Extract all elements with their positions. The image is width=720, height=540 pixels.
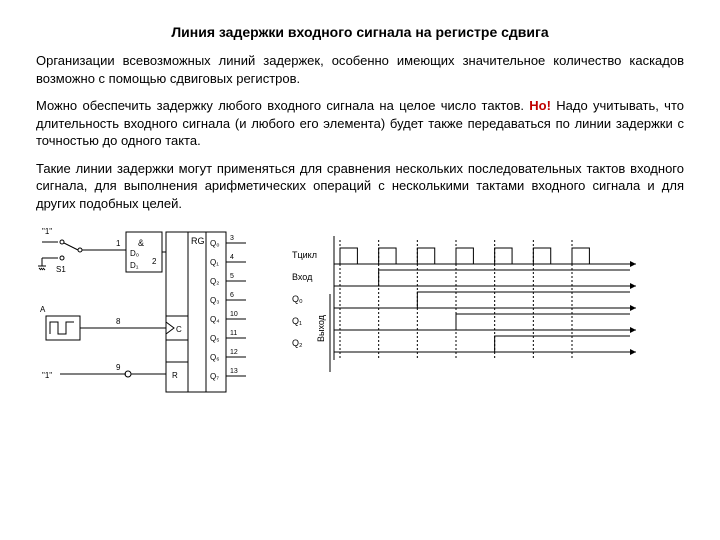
- svg-text:Выход: Выход: [316, 315, 326, 343]
- svg-text:"1": "1": [42, 227, 52, 236]
- svg-text:Q₁: Q₁: [210, 258, 219, 267]
- svg-text:Q₁: Q₁: [292, 316, 302, 326]
- svg-text:1: 1: [116, 239, 121, 248]
- diagram-area: "1" S1 1 A 8 "1" 9 &D₀ D₁ 2 RG C R Q₀ 3 Q₁ 4 Q₂ 5 Q₃ 6 Q₄ 10 Q₅…: [36, 222, 684, 415]
- schematic-diagram: "1" S1 1 A 8 "1" 9 &D₀ D₁ 2 RG C R Q₀ 3 Q₁ 4 Q₂ 5 Q₃ 6 Q₄ 10 Q₅…: [36, 222, 266, 415]
- svg-text:Q₂: Q₂: [292, 338, 303, 348]
- svg-text:Вход: Вход: [292, 272, 313, 282]
- svg-text:D₀: D₀: [130, 249, 139, 258]
- svg-text:Tцикл: Tцикл: [292, 250, 317, 260]
- paragraph-2: Можно обеспечить задержку любого входног…: [36, 97, 684, 150]
- svg-text:C: C: [176, 325, 182, 334]
- paragraph-1: Организации всевозможных линий задержек,…: [36, 52, 684, 87]
- page-title: Линия задержки входного сигнала на регис…: [36, 24, 684, 40]
- svg-text:11: 11: [230, 330, 237, 337]
- svg-text:Q₄: Q₄: [210, 315, 220, 324]
- svg-text:Q₆: Q₆: [210, 353, 219, 362]
- svg-text:&: &: [138, 238, 144, 248]
- svg-text:"1": "1": [42, 371, 52, 380]
- timing-diagram: Tцикл Вход Q₀ Q₁ Q₂ Выход: [290, 222, 684, 415]
- svg-text:3: 3: [230, 235, 234, 242]
- svg-text:RG: RG: [191, 236, 205, 246]
- svg-text:6: 6: [230, 292, 234, 299]
- svg-text:R: R: [172, 371, 178, 380]
- svg-text:Q₅: Q₅: [210, 334, 219, 343]
- paragraph-3: Такие линии задержки могут применяться д…: [36, 160, 684, 213]
- svg-text:9: 9: [116, 363, 121, 372]
- svg-text:13: 13: [230, 368, 238, 375]
- svg-text:Q₀: Q₀: [292, 294, 303, 304]
- svg-text:12: 12: [230, 349, 238, 356]
- svg-text:D₁: D₁: [130, 261, 139, 270]
- svg-text:2: 2: [152, 257, 157, 266]
- svg-text:Q₂: Q₂: [210, 277, 219, 286]
- svg-text:8: 8: [116, 317, 121, 326]
- svg-text:Q₇: Q₇: [210, 372, 219, 381]
- p2-red: Но!: [529, 98, 551, 113]
- svg-text:Q₃: Q₃: [210, 296, 219, 305]
- svg-text:5: 5: [230, 273, 234, 280]
- svg-text:10: 10: [230, 311, 238, 318]
- svg-text:Q₀: Q₀: [210, 239, 220, 248]
- svg-text:4: 4: [230, 254, 234, 261]
- svg-text:S1: S1: [56, 265, 66, 274]
- svg-text:A: A: [40, 305, 46, 314]
- p2-a: Можно обеспечить задержку любого входног…: [36, 98, 529, 113]
